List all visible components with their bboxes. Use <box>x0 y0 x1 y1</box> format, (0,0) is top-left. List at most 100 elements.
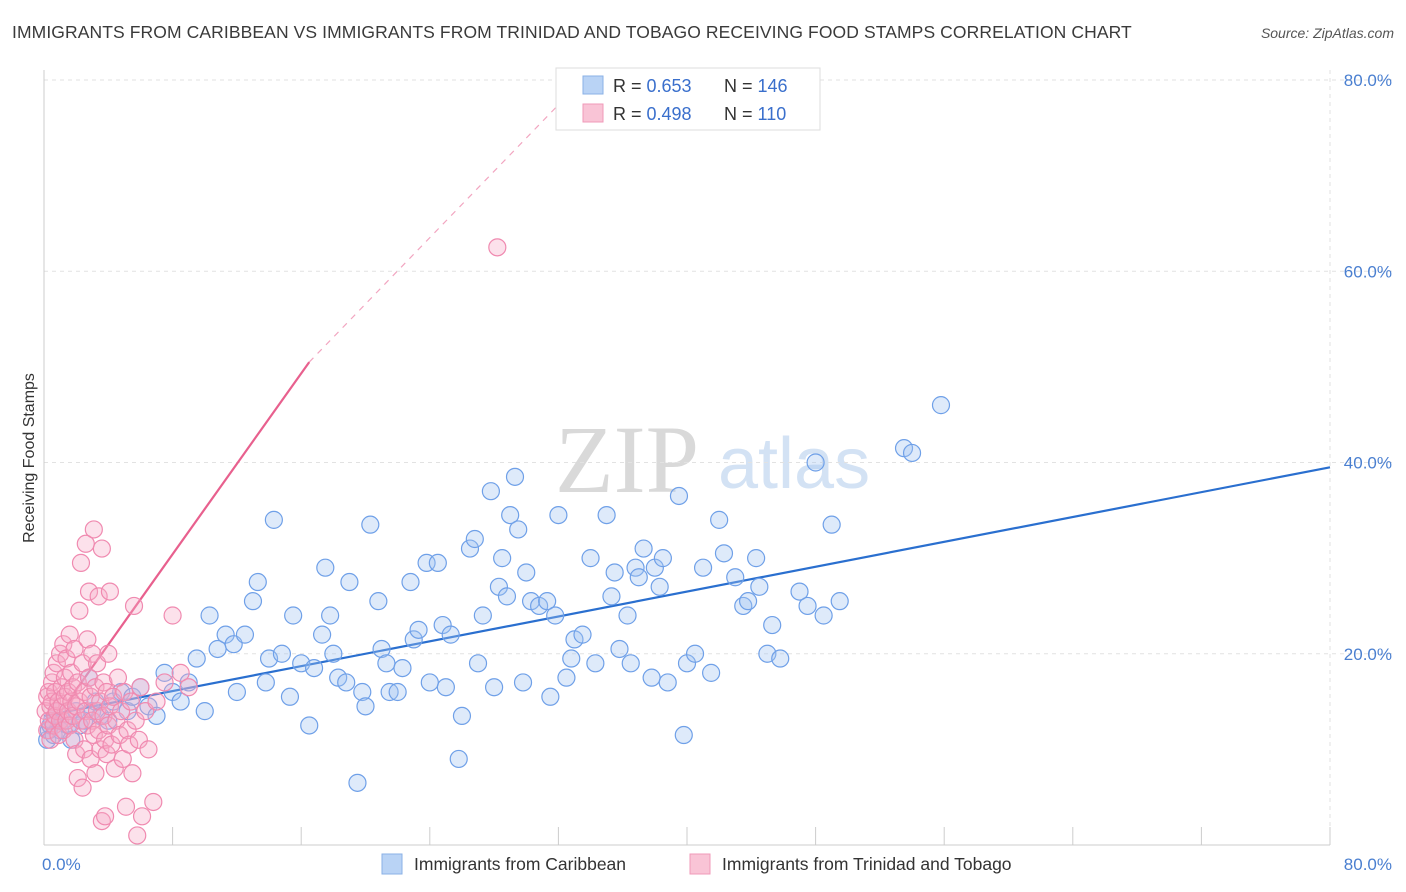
point-0-27 <box>171 692 190 711</box>
point-1-70 <box>92 539 111 558</box>
trend-line-0 <box>43 466 1331 717</box>
point-0-46 <box>300 716 319 735</box>
point-0-130 <box>763 615 782 635</box>
point-0-65 <box>401 572 420 592</box>
chart-title: IMMIGRANTS FROM CARIBBEAN VS IMMIGRANTS … <box>12 22 1132 42</box>
point-0-136 <box>822 515 841 534</box>
point-0-80 <box>481 482 500 501</box>
point-0-84 <box>497 587 517 606</box>
point-0-107 <box>621 654 640 673</box>
point-0-127 <box>747 549 766 568</box>
point-1-90 <box>116 797 136 816</box>
point-1-72 <box>94 673 113 692</box>
point-1-22 <box>54 635 73 654</box>
point-1-51 <box>78 630 97 649</box>
point-1-103 <box>144 792 163 812</box>
point-0-115 <box>658 673 677 692</box>
series-legend: Immigrants from Caribbean Immigrants fro… <box>381 853 1012 875</box>
point-0-87 <box>509 520 528 539</box>
point-1-104 <box>147 692 166 711</box>
point-0-79 <box>473 606 492 625</box>
point-0-61 <box>377 654 396 673</box>
point-0-83 <box>493 549 512 568</box>
point-1-109 <box>488 238 507 257</box>
series-swatch-caribbean <box>381 853 403 875</box>
point-1-30 <box>60 625 79 644</box>
point-1-46 <box>73 778 92 797</box>
point-0-92 <box>538 592 557 611</box>
point-0-106 <box>618 606 637 625</box>
point-0-53 <box>337 673 356 692</box>
point-0-76 <box>460 539 480 558</box>
point-0-134 <box>806 453 825 472</box>
point-0-101 <box>586 654 605 673</box>
point-0-51 <box>324 644 343 663</box>
point-1-40 <box>68 768 87 788</box>
point-0-128 <box>750 577 769 596</box>
point-1-102 <box>139 740 158 759</box>
point-0-116 <box>669 486 689 506</box>
point-1-87 <box>112 702 131 721</box>
point-0-60 <box>372 639 391 659</box>
point-0-89 <box>517 563 536 582</box>
point-0-109 <box>629 568 648 587</box>
point-0-58 <box>361 515 380 534</box>
legend-swatch-blue <box>582 75 604 95</box>
svg-text:N = 110: N = 110 <box>724 104 786 124</box>
point-0-48 <box>312 625 332 644</box>
point-1-74 <box>95 807 115 826</box>
point-0-122 <box>710 510 729 529</box>
point-0-137 <box>830 592 849 611</box>
point-1-66 <box>89 587 108 606</box>
point-0-114 <box>653 549 672 568</box>
point-1-94 <box>123 764 142 783</box>
y-axis-label: Receiving Food Stamps <box>21 373 38 543</box>
point-1-98 <box>129 730 148 749</box>
point-1-65 <box>89 721 108 740</box>
point-0-94 <box>546 606 565 625</box>
point-0-31 <box>200 606 219 625</box>
point-0-36 <box>235 625 255 644</box>
trend-lines <box>43 79 1331 736</box>
svg-text:R = 0.498: R = 0.498 <box>613 104 692 124</box>
point-0-38 <box>248 572 267 592</box>
point-0-64 <box>393 658 412 678</box>
point-1-44 <box>71 553 91 573</box>
point-0-124 <box>726 568 745 587</box>
point-1-93 <box>121 692 140 711</box>
stats-legend: R = 0.653 N = 146 R = 0.498 N = 110 <box>555 67 821 131</box>
y-tick-label-2: 60.0% <box>1344 262 1392 281</box>
svg-text:N = 146: N = 146 <box>724 76 788 96</box>
point-1-99 <box>131 678 150 697</box>
point-0-78 <box>468 654 488 673</box>
y-tick-label-1: 40.0% <box>1344 454 1392 473</box>
point-0-117 <box>674 725 693 745</box>
point-0-72 <box>436 678 455 697</box>
point-0-49 <box>316 558 335 577</box>
point-0-102 <box>597 505 616 525</box>
point-1-36 <box>65 639 84 659</box>
x-tick-labels: 0.0% 80.0% <box>42 855 1392 874</box>
legend-r-value-2: 0.498 <box>647 104 692 124</box>
point-0-54 <box>340 572 359 592</box>
point-0-88 <box>513 673 533 692</box>
point-0-30 <box>195 702 214 721</box>
point-0-85 <box>501 505 520 525</box>
point-0-37 <box>243 592 263 611</box>
trend-line-1 <box>43 361 311 736</box>
point-0-41 <box>264 510 283 529</box>
legend-n-value-2: 110 <box>758 104 787 124</box>
point-0-100 <box>581 549 600 568</box>
legend-n-value-1: 146 <box>758 76 788 96</box>
point-0-123 <box>714 544 734 563</box>
point-0-43 <box>280 687 300 706</box>
point-0-47 <box>304 658 324 678</box>
point-1-54 <box>79 668 99 687</box>
point-0-96 <box>557 668 576 687</box>
point-0-66 <box>404 630 423 649</box>
point-0-25 <box>155 663 174 682</box>
point-0-59 <box>369 592 388 611</box>
point-1-41 <box>70 692 89 711</box>
legend-n-label-1: N = <box>724 76 758 96</box>
legend-n-label-2: N = <box>724 104 758 124</box>
